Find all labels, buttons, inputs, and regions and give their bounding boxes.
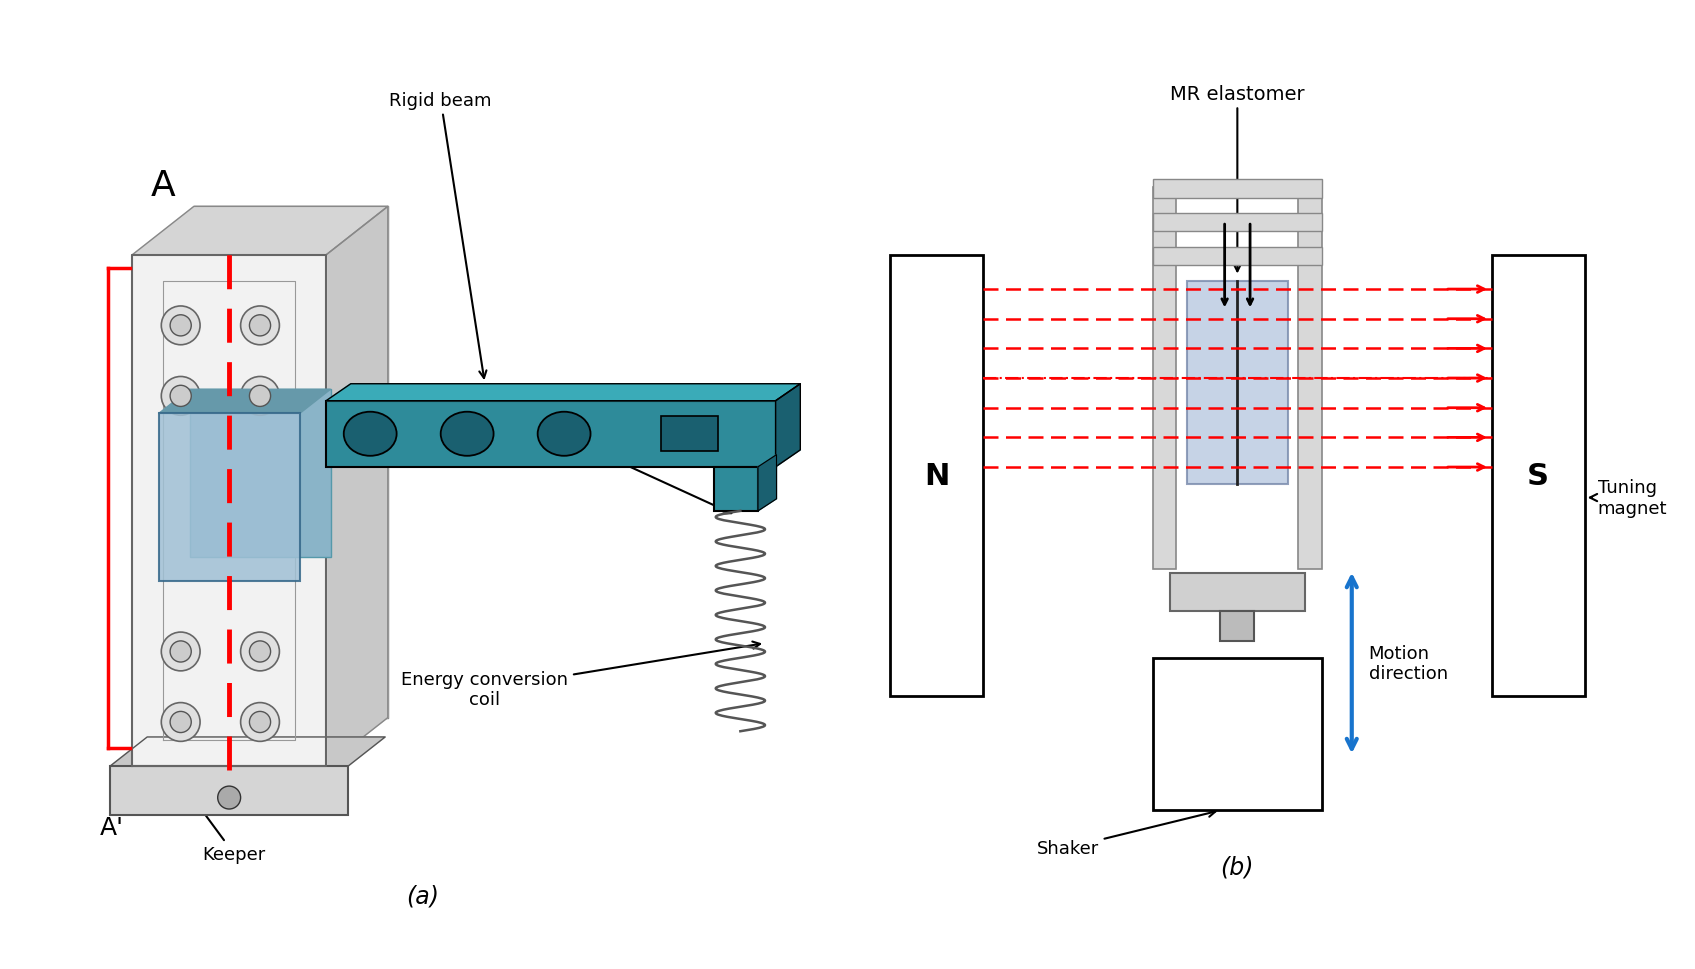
Circle shape bbox=[241, 306, 280, 345]
Circle shape bbox=[161, 703, 200, 741]
Ellipse shape bbox=[441, 412, 493, 456]
Text: S: S bbox=[1527, 461, 1549, 490]
FancyBboxPatch shape bbox=[1153, 658, 1322, 810]
Text: Keeper: Keeper bbox=[153, 744, 266, 863]
Circle shape bbox=[217, 786, 241, 809]
Text: N: N bbox=[924, 461, 949, 490]
FancyBboxPatch shape bbox=[110, 766, 347, 815]
FancyBboxPatch shape bbox=[714, 467, 758, 512]
Circle shape bbox=[249, 386, 271, 407]
FancyBboxPatch shape bbox=[1220, 611, 1254, 641]
FancyBboxPatch shape bbox=[190, 390, 331, 557]
FancyBboxPatch shape bbox=[1492, 256, 1585, 696]
Text: Energy conversion
coil: Energy conversion coil bbox=[402, 641, 759, 708]
Circle shape bbox=[241, 703, 280, 741]
Text: Tuning
magnet: Tuning magnet bbox=[1590, 479, 1668, 517]
Circle shape bbox=[249, 641, 271, 663]
Polygon shape bbox=[325, 207, 388, 766]
Circle shape bbox=[170, 711, 192, 733]
FancyBboxPatch shape bbox=[1153, 213, 1322, 233]
Circle shape bbox=[249, 316, 271, 336]
Circle shape bbox=[170, 386, 192, 407]
Polygon shape bbox=[132, 256, 325, 766]
FancyBboxPatch shape bbox=[1186, 281, 1288, 484]
FancyBboxPatch shape bbox=[1153, 247, 1322, 266]
Polygon shape bbox=[193, 207, 388, 718]
Polygon shape bbox=[159, 390, 331, 414]
Polygon shape bbox=[132, 207, 388, 256]
Circle shape bbox=[170, 316, 192, 336]
Polygon shape bbox=[776, 385, 800, 467]
FancyBboxPatch shape bbox=[159, 414, 300, 581]
Ellipse shape bbox=[537, 412, 590, 456]
Circle shape bbox=[170, 641, 192, 663]
FancyBboxPatch shape bbox=[1153, 179, 1322, 199]
Circle shape bbox=[249, 711, 271, 733]
FancyBboxPatch shape bbox=[1170, 574, 1305, 611]
Circle shape bbox=[161, 306, 200, 345]
Circle shape bbox=[241, 377, 280, 416]
Circle shape bbox=[241, 633, 280, 672]
Circle shape bbox=[161, 633, 200, 672]
Text: Shaker: Shaker bbox=[1037, 810, 1215, 857]
Circle shape bbox=[161, 377, 200, 416]
FancyBboxPatch shape bbox=[661, 417, 719, 452]
Text: (a): (a) bbox=[407, 884, 439, 908]
FancyBboxPatch shape bbox=[1298, 188, 1322, 569]
Text: Rigid beam: Rigid beam bbox=[390, 92, 492, 379]
Polygon shape bbox=[325, 385, 800, 401]
Ellipse shape bbox=[344, 412, 397, 456]
Polygon shape bbox=[110, 737, 385, 766]
Text: MR elastomer: MR elastomer bbox=[1170, 84, 1305, 272]
Text: Tip
magnet: Tip magnet bbox=[503, 406, 731, 514]
FancyBboxPatch shape bbox=[1153, 188, 1176, 569]
Text: Motion
direction: Motion direction bbox=[1370, 644, 1448, 683]
FancyBboxPatch shape bbox=[325, 401, 776, 467]
Text: A': A' bbox=[100, 815, 124, 838]
Text: (b): (b) bbox=[1220, 855, 1254, 879]
FancyBboxPatch shape bbox=[890, 256, 983, 696]
Polygon shape bbox=[758, 455, 776, 512]
Text: A: A bbox=[151, 169, 176, 203]
